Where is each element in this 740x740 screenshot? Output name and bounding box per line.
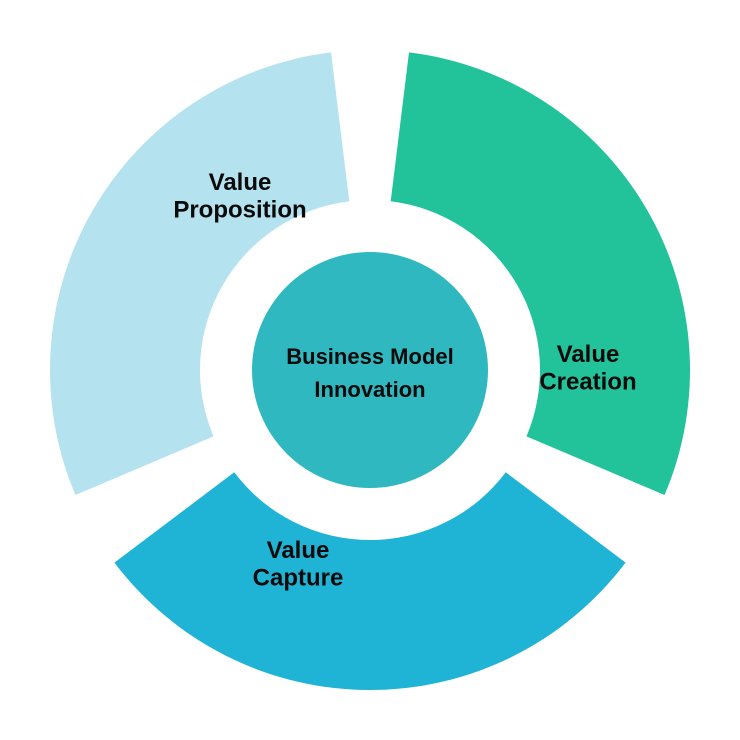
center-circle	[252, 252, 488, 488]
business-model-donut: Business ModelInnovationValueProposition…	[0, 0, 740, 740]
